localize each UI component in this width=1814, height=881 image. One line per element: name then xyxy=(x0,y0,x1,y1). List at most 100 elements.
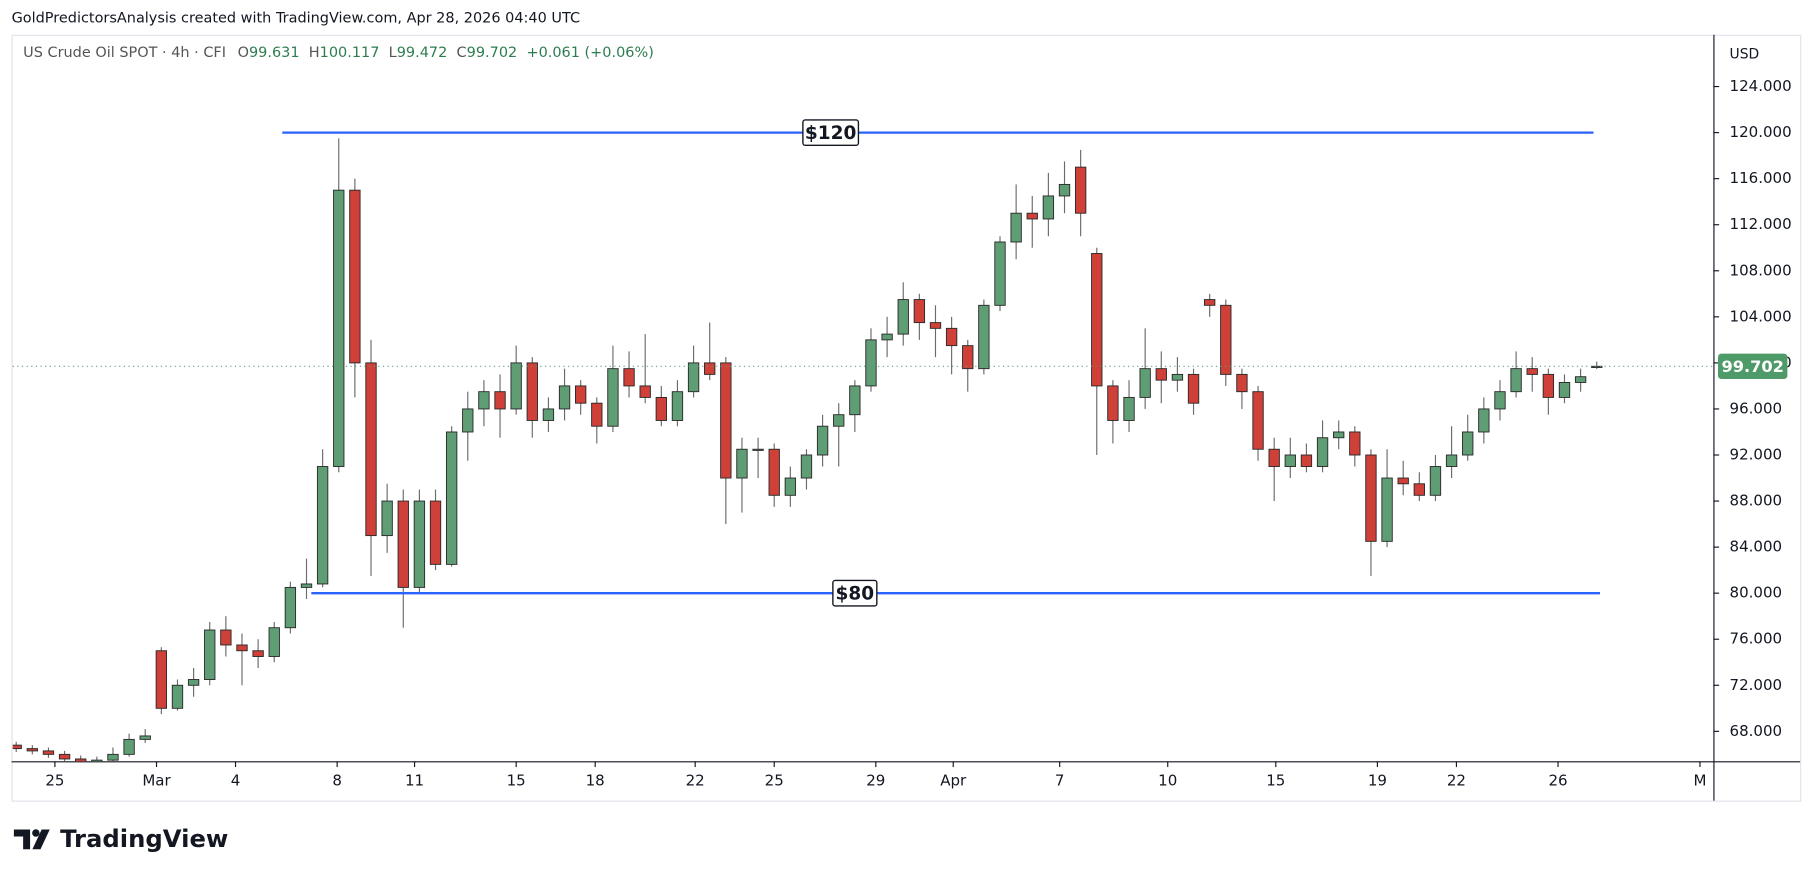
candle-body xyxy=(945,327,958,347)
x-tick-label: Mar xyxy=(142,771,171,789)
candle-body xyxy=(526,362,538,421)
candle-body xyxy=(816,425,829,456)
candle-body xyxy=(1445,454,1458,467)
y-tick-label: 104.000 xyxy=(1730,307,1792,325)
candle-body xyxy=(365,362,377,537)
candle-body xyxy=(1284,454,1296,467)
candle-body xyxy=(42,750,55,755)
currency: USD xyxy=(1730,46,1760,62)
candle-body xyxy=(833,414,845,427)
candle-body xyxy=(1365,454,1377,542)
y-tick-label: 96.000 xyxy=(1730,399,1783,417)
candle-body xyxy=(687,362,700,393)
y-tick-label: 68.000 xyxy=(1730,722,1783,740)
candle-body xyxy=(26,748,38,752)
candle-body xyxy=(91,759,103,762)
legend-close-label: C xyxy=(457,45,467,61)
level-label: $80 xyxy=(836,583,875,604)
candle-body xyxy=(913,299,926,324)
candle-body xyxy=(1010,212,1022,243)
y-tick-label: 84.000 xyxy=(1730,538,1783,556)
legend-symbol: US Crude Oil SPOT · 4h · CFI xyxy=(23,45,226,61)
candle-body xyxy=(1187,373,1200,404)
candle-body xyxy=(1074,166,1087,214)
candle-body xyxy=(1333,431,1345,439)
candle-body xyxy=(671,391,684,421)
candle-body xyxy=(107,753,119,761)
candle-body xyxy=(1381,477,1393,542)
candle-body xyxy=(881,333,893,341)
x-tick-label: 7 xyxy=(1055,771,1065,789)
candle-body xyxy=(1316,437,1329,467)
candle-body xyxy=(1397,477,1409,485)
x-tick-label: 22 xyxy=(1447,771,1466,789)
y-tick-label: 112.000 xyxy=(1730,215,1792,233)
candle-body xyxy=(1558,382,1571,398)
candle-body xyxy=(123,738,135,755)
candle-body xyxy=(1171,373,1184,381)
candle-body xyxy=(187,679,200,686)
candle-body xyxy=(1542,373,1555,398)
candle-body xyxy=(171,684,184,709)
legend-high: 100.117 xyxy=(320,45,380,61)
y-tick-label: 124.000 xyxy=(1730,77,1792,95)
y-tick-label: 92.000 xyxy=(1730,446,1783,464)
candle-body xyxy=(962,345,974,370)
candle-body xyxy=(1091,253,1103,387)
candle-body xyxy=(994,241,1006,306)
frame xyxy=(11,34,1802,802)
candle-body xyxy=(510,362,522,410)
candle-body xyxy=(591,402,603,427)
candle-body xyxy=(236,644,248,652)
candle-body xyxy=(220,629,232,646)
candle-body xyxy=(284,586,297,629)
candle-body xyxy=(607,368,619,427)
x-tick-label: 25 xyxy=(45,771,64,789)
candle-body xyxy=(445,431,458,565)
caption: GoldPredictorsAnalysis created with Trad… xyxy=(12,11,580,27)
candle-body xyxy=(575,385,587,404)
x-tick-label: 26 xyxy=(1548,771,1567,789)
candle-body xyxy=(462,408,474,433)
level-label-box xyxy=(802,119,860,147)
level-label-box xyxy=(832,579,878,607)
candle-body xyxy=(381,500,393,537)
brand: TradingView xyxy=(60,824,228,853)
x-tick-label: 4 xyxy=(231,771,241,789)
candle-body xyxy=(139,735,151,740)
candle-body xyxy=(929,322,942,329)
x-tick-label: 8 xyxy=(332,771,342,789)
candle-body xyxy=(75,758,87,762)
candle-body xyxy=(316,466,329,585)
candle-body xyxy=(1042,195,1055,220)
y-tick-label: 120.000 xyxy=(1730,123,1792,141)
candle-body xyxy=(752,448,764,451)
candle-body xyxy=(897,299,909,335)
candle-body xyxy=(639,385,651,398)
x-tick-label: 29 xyxy=(866,771,885,789)
brand-logo: TradingView xyxy=(13,824,228,853)
candle-body xyxy=(1155,368,1167,381)
x-tick-label: 25 xyxy=(765,771,784,789)
legend-high-label: H xyxy=(309,45,320,61)
candle-body xyxy=(1510,368,1522,393)
candle-body xyxy=(12,744,22,750)
y-tick-label: 88.000 xyxy=(1730,492,1783,510)
candle-body xyxy=(155,650,168,709)
candle-body xyxy=(1236,373,1248,393)
legend-change: +0.061 (+0.06%) xyxy=(526,45,653,61)
candle-body xyxy=(1026,212,1038,220)
candle-body xyxy=(1123,396,1135,421)
candle-body xyxy=(655,396,667,421)
candle-body xyxy=(768,448,780,496)
candle-body xyxy=(268,627,280,657)
legend-low-label: L xyxy=(389,45,397,61)
y-tick-label: 108.000 xyxy=(1730,261,1792,279)
candle-body xyxy=(865,339,877,387)
x-tick-label: Apr xyxy=(940,771,967,789)
candle-body xyxy=(849,385,861,416)
candle-body xyxy=(349,189,361,364)
x-tick-label: 11 xyxy=(405,771,424,789)
candle-body xyxy=(1268,448,1280,467)
